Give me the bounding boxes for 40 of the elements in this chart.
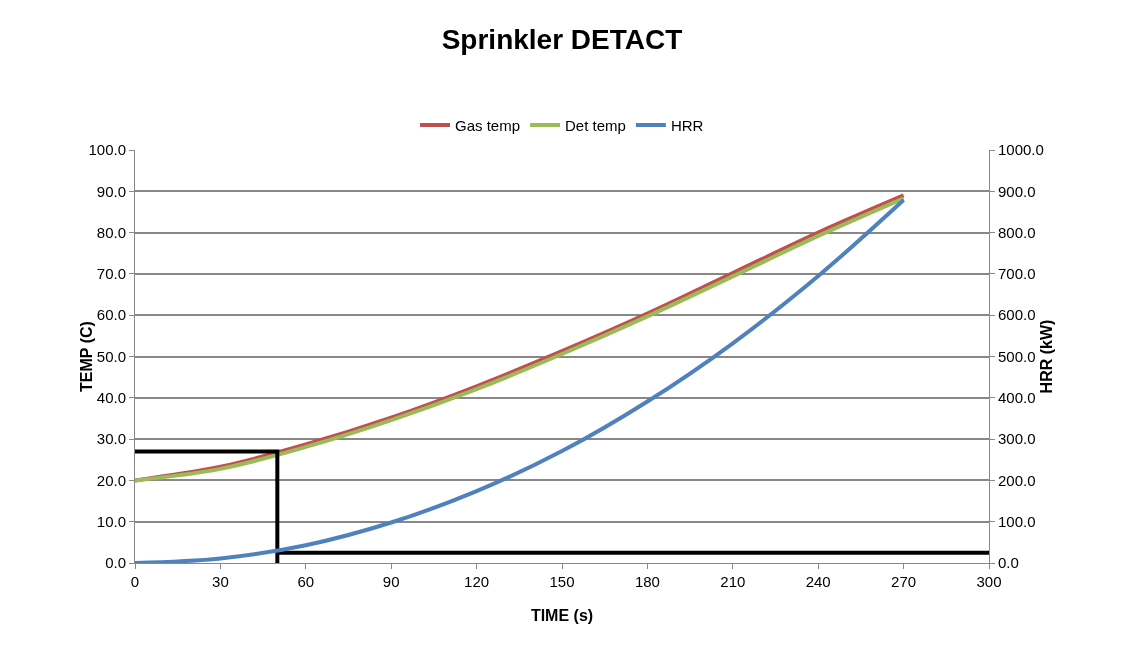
x-tick-label: 120 [464, 573, 490, 590]
y2-tick-label: 1000.0 [998, 141, 1044, 159]
chart-title: Sprinkler DETACT [441, 24, 683, 56]
y2-tick-label: 700.0 [998, 265, 1036, 283]
y2-tick-label: 600.0 [998, 306, 1036, 324]
y-tick-label: 10.0 [96, 512, 126, 530]
y2-tick-label: 800.0 [998, 223, 1036, 241]
y-axis-title: TEMP (C) [77, 321, 95, 392]
y-tick-label: 30.0 [96, 430, 126, 448]
y2-tick-label: 900.0 [998, 182, 1036, 200]
y-tick-label: 50.0 [96, 347, 126, 365]
y2-tick-label: 100.0 [998, 512, 1036, 530]
legend-label: Det temp [565, 116, 626, 134]
y2-tick-label: 500.0 [998, 347, 1036, 365]
x-tick-label: 270 [891, 573, 917, 590]
legend-label: Gas temp [455, 116, 521, 134]
y-tick-label: 0.0 [105, 554, 126, 572]
x-tick-label: 60 [297, 573, 315, 590]
x-tick-label: 0 [130, 573, 140, 590]
y-tick-label: 20.0 [96, 471, 126, 489]
y2-axis-title: HRR (kW) [1037, 319, 1055, 394]
x-tick-label: 210 [720, 573, 746, 590]
x-tick-label: 240 [805, 573, 831, 590]
y-tick-label: 60.0 [96, 306, 126, 324]
y2-tick-label: 300.0 [998, 430, 1036, 448]
y2-tick-label: 200.0 [998, 471, 1036, 489]
x-tick-label: 90 [382, 573, 400, 590]
x-tick-label: 180 [634, 573, 660, 590]
y-tick-label: 40.0 [96, 389, 126, 407]
y2-tick-label: 0.0 [998, 554, 1019, 572]
y-tick-label: 80.0 [96, 223, 126, 241]
legend-label: HRR [670, 116, 704, 134]
y-tick-label: 70.0 [96, 265, 126, 283]
x-tick-label: 300 [976, 573, 1002, 590]
y-tick-label: 90.0 [96, 182, 126, 200]
y2-tick-label: 400.0 [998, 389, 1036, 407]
y-tick-label: 100.0 [88, 141, 126, 159]
x-tick-label: 30 [212, 573, 229, 590]
x-tick-label: 150 [549, 573, 575, 590]
x-axis-title: TIME (s) [530, 607, 594, 624]
